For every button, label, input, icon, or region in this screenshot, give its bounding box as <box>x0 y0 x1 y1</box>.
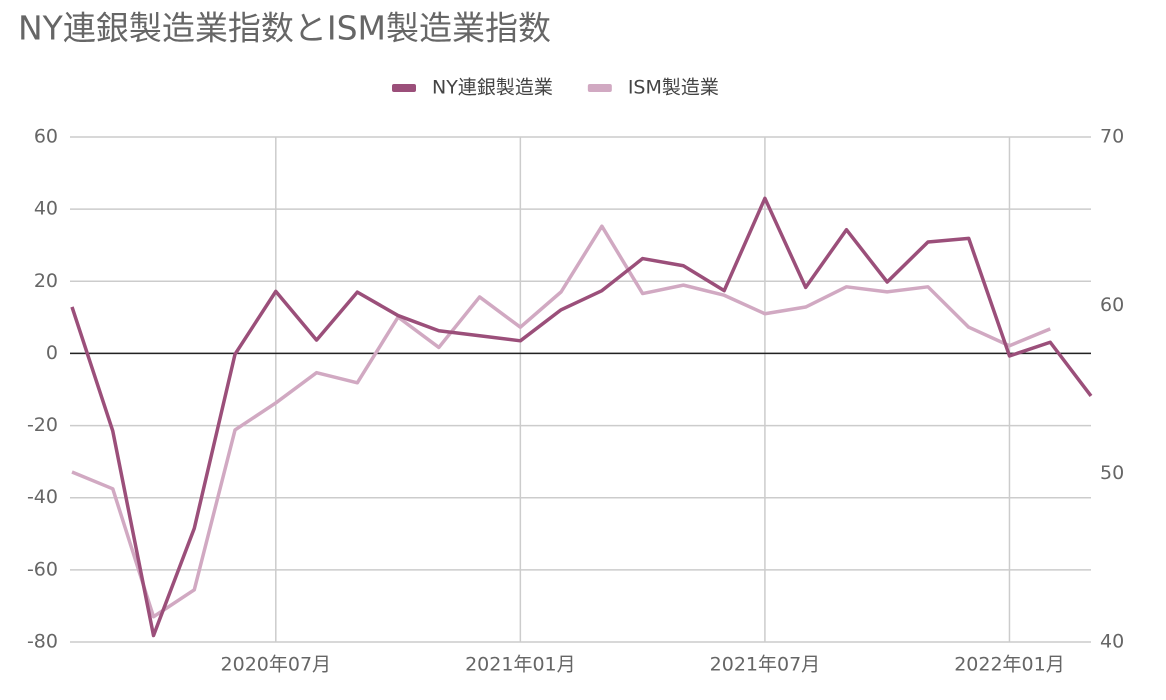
y-tick-label: 40 <box>34 198 58 220</box>
legend-swatch <box>392 84 416 92</box>
y-tick-label: -80 <box>27 631 58 653</box>
x-tick-label: 2020年07月 <box>221 654 332 676</box>
legend-swatch <box>587 84 612 92</box>
y-tick-label: 20 <box>34 270 58 292</box>
y-tick-label: 0 <box>46 342 58 364</box>
y-tick-label: 60 <box>34 126 58 148</box>
y2-tick-label: 50 <box>1100 462 1124 484</box>
legend-label: NY連銀製造業 <box>432 77 553 99</box>
x-tick-label: 2022年01月 <box>954 654 1065 676</box>
series-line <box>71 224 1051 619</box>
y2-tick-label: 60 <box>1100 294 1124 316</box>
y-tick-label: -60 <box>27 558 58 580</box>
series-line <box>70 196 1093 638</box>
chart-title: NY連銀製造業指数とISM製造業指数 <box>18 9 551 48</box>
legend-label: ISM製造業 <box>628 77 719 99</box>
y-tick-label: -40 <box>27 486 58 508</box>
x-tick-label: 2021年01月 <box>465 654 576 676</box>
x-tick-label: 2021年07月 <box>710 654 821 676</box>
y-tick-label: -20 <box>27 414 58 436</box>
y2-tick-label: 70 <box>1100 126 1124 148</box>
y2-tick-label: 40 <box>1100 631 1124 653</box>
